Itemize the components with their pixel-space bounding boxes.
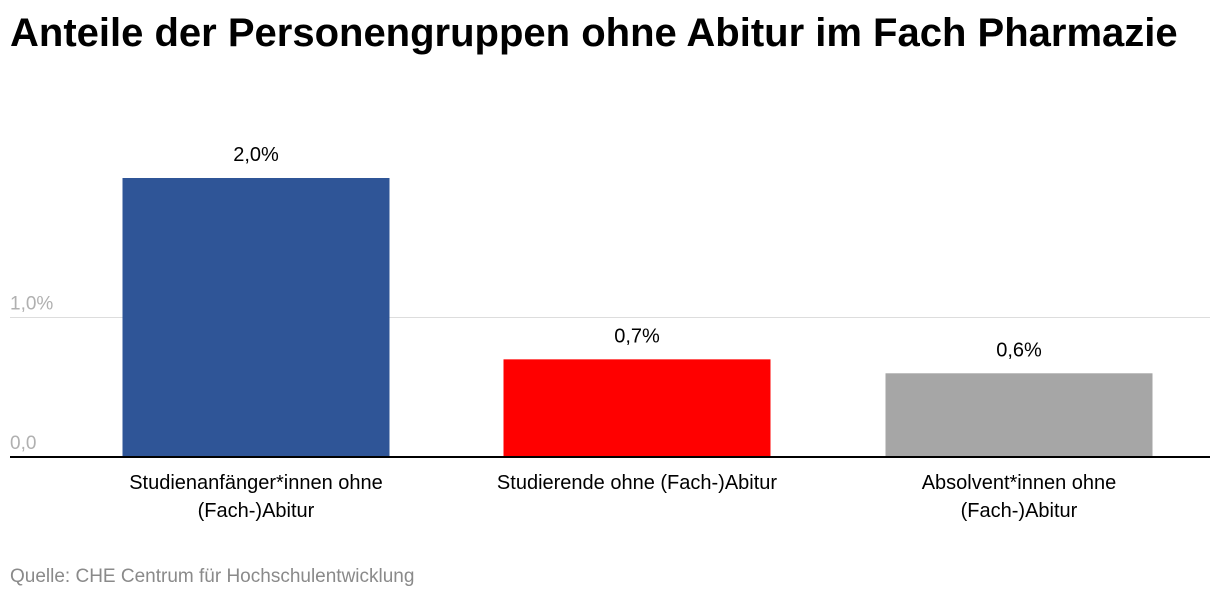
x-tick-label: Absolvent*innen ohne: [922, 472, 1117, 494]
bar-value-label: 2,0%: [233, 144, 279, 166]
y-tick-label: 1,0%: [10, 294, 53, 315]
bar-value-label: 0,6%: [996, 339, 1042, 361]
y-tick-label: 0,0: [10, 433, 36, 454]
bar-value-label: 0,7%: [614, 325, 660, 347]
x-tick-label: (Fach-)Abitur: [198, 500, 315, 522]
bar: [122, 178, 390, 457]
bar: [885, 373, 1153, 457]
x-tick-label: Studienanfänger*innen ohne: [129, 472, 383, 494]
x-tick-label: (Fach-)Abitur: [961, 500, 1078, 522]
chart-title: Anteile der Personengruppen ohne Abitur …: [10, 11, 1178, 55]
source-note: Quelle: CHE Centrum für Hochschulentwick…: [10, 566, 415, 587]
x-tick-label: Studierende ohne (Fach-)Abitur: [497, 472, 777, 494]
bar: [503, 359, 771, 457]
